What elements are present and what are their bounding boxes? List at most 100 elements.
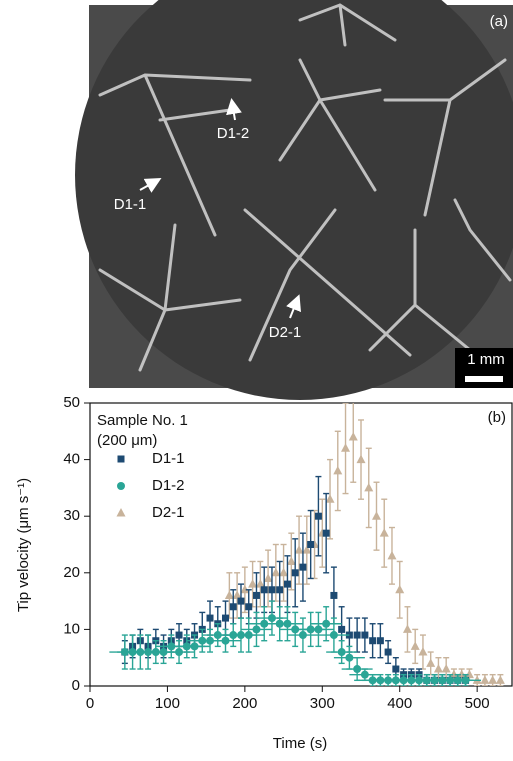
point <box>411 641 420 650</box>
x-tick-label: 500 <box>465 695 490 712</box>
point <box>353 665 361 673</box>
legend-marker <box>117 508 126 517</box>
y-axis-label: Tip velocity (μm s⁻¹) <box>15 478 32 612</box>
y-tick-label: 10 <box>63 620 80 637</box>
page: (a) D1-2 D1-1 D2-1 1 mm (b) Time (s) Tip… <box>0 0 513 761</box>
point <box>341 443 350 452</box>
point <box>330 631 338 639</box>
point <box>287 556 296 565</box>
point <box>330 592 337 599</box>
point <box>284 581 291 588</box>
legend-marker <box>118 456 125 463</box>
y-tick-label: 20 <box>63 564 80 581</box>
point <box>299 564 306 571</box>
figure: (a) D1-2 D1-1 D2-1 1 mm (b) Time (s) Tip… <box>0 0 513 756</box>
point <box>191 642 199 650</box>
point <box>361 671 369 679</box>
legend-label: D2-1 <box>152 504 185 521</box>
x-tick-label: 0 <box>86 695 94 712</box>
panel-label: (b) <box>488 409 506 426</box>
point <box>354 632 361 639</box>
point <box>385 649 392 656</box>
point <box>222 615 229 622</box>
point <box>207 615 214 622</box>
legend-marker <box>117 482 125 490</box>
image-label: D2-1 <box>269 324 302 341</box>
plot-area <box>109 392 505 686</box>
point <box>488 675 497 684</box>
point <box>271 568 280 577</box>
point <box>225 590 234 599</box>
point <box>222 637 230 645</box>
point <box>261 586 268 593</box>
point <box>338 626 345 633</box>
point <box>323 530 330 537</box>
x-tick-label: 100 <box>155 695 180 712</box>
point <box>307 541 314 548</box>
legend-title: Sample No. 1 <box>97 412 188 429</box>
point <box>268 614 276 622</box>
point <box>473 675 482 684</box>
point <box>279 568 288 577</box>
point <box>264 573 273 582</box>
point <box>252 625 260 633</box>
point <box>245 603 252 610</box>
point <box>392 666 399 673</box>
image-label: D1-1 <box>114 196 147 213</box>
point <box>442 664 451 673</box>
point <box>345 654 353 662</box>
point <box>387 551 396 560</box>
point <box>380 528 389 537</box>
point <box>338 648 346 656</box>
point <box>314 625 322 633</box>
point <box>315 513 322 520</box>
point <box>248 579 257 588</box>
point <box>175 648 183 656</box>
point <box>292 569 299 576</box>
point <box>322 620 330 628</box>
point <box>237 598 244 605</box>
y-tick-label: 30 <box>63 507 80 524</box>
y-tick-label: 50 <box>63 394 80 411</box>
point <box>395 585 404 594</box>
panel-label: (a) <box>490 13 508 30</box>
scale-bar-label: 1 mm <box>467 351 505 368</box>
point <box>253 592 260 599</box>
point <box>372 511 381 520</box>
legend-label: D1-1 <box>152 450 185 467</box>
point <box>176 632 183 639</box>
legend-label: D1-2 <box>152 477 185 494</box>
point <box>283 620 291 628</box>
point <box>299 631 307 639</box>
point <box>268 586 275 593</box>
point <box>364 483 373 492</box>
point <box>480 675 489 684</box>
point <box>276 586 283 593</box>
x-axis-label: Time (s) <box>273 735 327 752</box>
point <box>434 664 443 673</box>
point <box>357 455 366 464</box>
point <box>426 658 435 667</box>
point <box>245 631 253 639</box>
point <box>230 603 237 610</box>
legend-title: (200 μm) <box>97 432 157 449</box>
x-tick-label: 200 <box>232 695 257 712</box>
point <box>295 545 304 554</box>
x-tick-label: 400 <box>387 695 412 712</box>
point <box>377 637 384 644</box>
point <box>369 637 376 644</box>
y-tick-label: 0 <box>72 677 80 694</box>
x-tick-label: 300 <box>310 695 335 712</box>
image-label: D1-2 <box>217 125 250 142</box>
point <box>361 632 368 639</box>
point <box>403 624 412 633</box>
point <box>240 585 249 594</box>
point <box>418 647 427 656</box>
point <box>462 676 470 684</box>
point <box>496 675 505 684</box>
y-tick-label: 40 <box>63 451 80 468</box>
point <box>326 494 335 503</box>
point <box>349 432 358 441</box>
micrograph: (a) D1-2 D1-1 D2-1 1 mm <box>75 0 513 400</box>
point <box>333 466 342 475</box>
